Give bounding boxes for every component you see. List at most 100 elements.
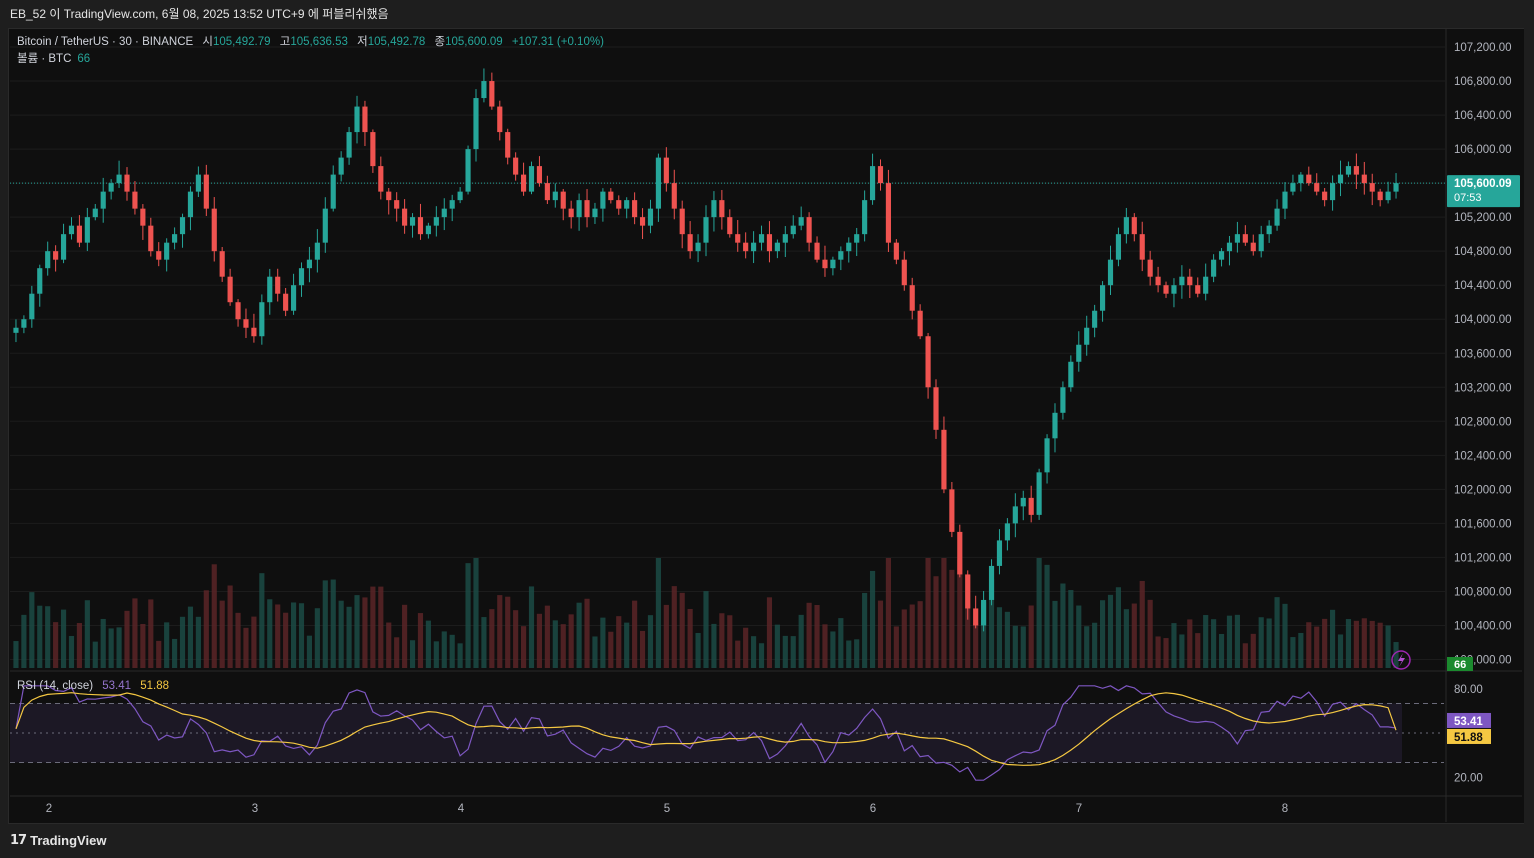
volume-bar: [1250, 633, 1256, 668]
symbol-title[interactable]: Bitcoin / TetherUS · 30 · BINANCE: [17, 36, 194, 48]
chart-canvas[interactable]: 107,200.00 106,800.00 106,400.00 106,000.00…: [0, 0, 1534, 824]
rsi-value-tag: [1447, 712, 1491, 728]
candle-body: [1377, 191, 1383, 201]
volume-bar: [195, 616, 201, 668]
rsi-ma-line: [15, 692, 1397, 766]
candle-body: [346, 132, 352, 158]
volume-bar: [957, 559, 963, 668]
y-tick-label: 105,200.00: [1454, 212, 1512, 224]
candle-body: [1361, 174, 1367, 184]
candle-body: [965, 574, 971, 609]
candle-body: [663, 157, 669, 184]
volume-bar: [1298, 632, 1304, 668]
volume-bar: [758, 643, 765, 668]
y-tick-label: 104,800.00: [1454, 246, 1512, 258]
volume-label[interactable]: 볼륨 · BTC: [17, 53, 72, 65]
candle-body: [29, 293, 35, 320]
high-value: 105,636.53: [290, 36, 348, 48]
y-tick-label: 101,200.00: [1454, 552, 1512, 564]
volume-bar: [227, 585, 233, 668]
volume-bar: [1258, 617, 1264, 668]
volume-bar: [235, 612, 241, 668]
volume-bar: [172, 638, 178, 668]
volume-bar: [465, 563, 471, 668]
volume-bar: [909, 604, 915, 668]
candle-body: [211, 208, 217, 252]
x-tick-label: 7: [1076, 803, 1082, 815]
high-label: 고: [279, 36, 291, 48]
volume-bar: [1123, 609, 1129, 668]
candle-body: [1163, 285, 1169, 294]
candle-body: [132, 191, 138, 209]
candle-body: [957, 531, 963, 575]
candle-body: [298, 268, 305, 286]
logo-text: TradingView: [30, 832, 107, 848]
alert-bolt-icon: [1391, 650, 1411, 670]
candle-body: [1044, 438, 1050, 473]
rsi-tick-label: 20.00: [1454, 772, 1483, 784]
rsi-value: 53.41: [102, 680, 132, 692]
candle-body: [1139, 234, 1145, 260]
candle-body: [1195, 285, 1201, 294]
volume-bar: [1147, 599, 1153, 668]
volume-bar: [21, 614, 27, 668]
candle-body: [1234, 234, 1240, 243]
volume-bar: [1012, 625, 1018, 668]
candle-body: [925, 336, 931, 388]
candle-body: [1155, 276, 1161, 286]
volume-bar: [1131, 603, 1137, 668]
volume-bar: [1337, 634, 1344, 668]
y-tick-label: 100,400.00: [1454, 620, 1512, 632]
candle-body: [735, 234, 741, 243]
candle-body: [727, 217, 733, 235]
x-tick-label: 5: [664, 803, 670, 815]
candle-body: [909, 285, 915, 311]
volume-bar: [29, 592, 35, 668]
volume-bar: [84, 600, 90, 668]
volume-bar: [965, 575, 971, 668]
candle-body: [616, 200, 622, 209]
volume-bar: [92, 641, 98, 668]
candle-body: [1092, 310, 1098, 328]
x-tick-label: 3: [252, 803, 258, 815]
candle-body: [275, 276, 281, 294]
chart-frame[interactable]: [8, 28, 1524, 824]
volume-bar: [560, 624, 566, 668]
rsi-title[interactable]: RSI (14, close): [17, 680, 94, 692]
rsi-value-tag-text: 53.41: [1454, 716, 1483, 728]
volume-bar: [893, 626, 899, 668]
candle-body: [1258, 234, 1264, 252]
candle-body: [988, 565, 995, 600]
volume-bar: [211, 564, 217, 668]
candle-body: [869, 166, 876, 201]
candle-body: [782, 234, 788, 243]
candle-body: [1274, 208, 1280, 226]
candle-body: [378, 166, 384, 192]
volume-bar: [513, 610, 519, 668]
candle-body: [330, 174, 336, 209]
volume-bar: [179, 616, 186, 668]
candle-body: [1322, 191, 1328, 201]
candle-body: [1203, 276, 1209, 294]
volume-bar: [877, 600, 884, 668]
close-label: 종: [434, 36, 446, 48]
close-value: 105,600.09: [445, 36, 503, 48]
volume-tag: [1447, 657, 1473, 671]
candle-body: [465, 149, 471, 192]
y-tick-label: 102,800.00: [1454, 416, 1512, 428]
candle-body: [806, 217, 812, 243]
candle-body: [457, 191, 463, 201]
volume-bar: [576, 602, 582, 668]
volume-bar: [1020, 626, 1026, 668]
candle-body: [941, 429, 947, 490]
rsi-ma-value: 51.88: [140, 680, 170, 692]
volume-bar: [1218, 633, 1225, 668]
volume-bar: [806, 602, 812, 668]
y-tick-label: 103,600.00: [1454, 348, 1512, 360]
volume-bar: [1171, 623, 1177, 668]
tradingview-logo[interactable]: 𝟭𝟳 TradingView: [10, 832, 106, 848]
candle-body: [60, 234, 67, 260]
candle-body: [1068, 361, 1074, 388]
candle-body: [536, 166, 543, 184]
volume-bar: [671, 586, 677, 668]
